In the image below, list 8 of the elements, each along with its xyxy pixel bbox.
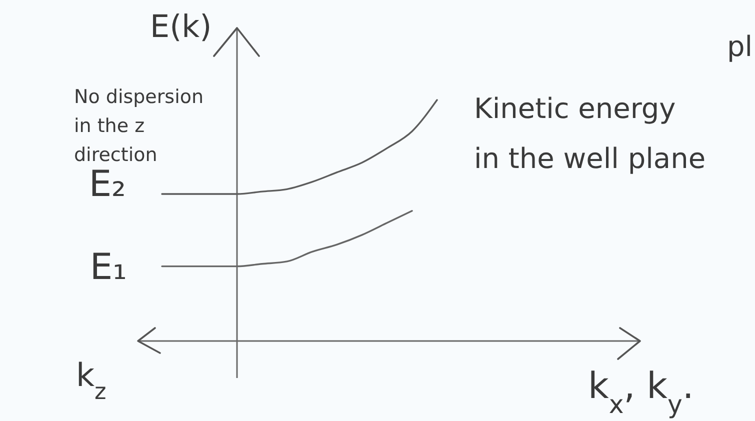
text: E₂ xyxy=(88,164,126,205)
annotation: Kinetic energy in the well plane xyxy=(474,92,706,175)
text: k$_{z}$ xyxy=(76,356,106,405)
x-axis-title: k$_{x}$, k$_{y}$. xyxy=(588,366,694,418)
text: pl xyxy=(727,30,753,63)
annotation: No dispersion in the z direction xyxy=(74,86,204,166)
y-axis-title: E(k) xyxy=(150,9,212,45)
text: E₁ xyxy=(90,247,127,288)
